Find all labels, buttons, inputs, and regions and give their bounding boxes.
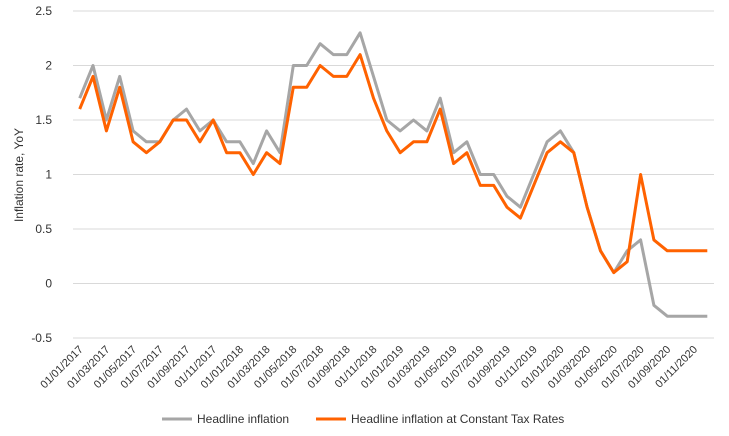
legend-label-headline: Headline inflation [197,412,289,426]
x-axis-ticks: 01/01/201701/03/201701/05/201701/07/2017… [38,344,700,391]
y-tick-label: 0.5 [35,222,52,236]
y-tick-label: 2 [45,59,52,73]
legend: Headline inflation Headline inflation at… [162,412,564,426]
y-tick-label: -0.5 [31,331,52,345]
y-axis-ticks: -0.5 0 0.5 1 1.5 2 2.5 [31,4,52,345]
y-axis-label: Inflation rate, YoY [12,128,26,222]
gridlines [73,10,714,339]
y-tick-label: 0 [45,277,52,291]
y-tick-label: 2.5 [35,4,52,18]
legend-label-constant-tax: Headline inflation at Constant Tax Rates [351,412,564,426]
y-tick-label: 1 [45,168,52,182]
series-lines [78,31,708,318]
y-tick-label: 1.5 [35,113,52,127]
series-line-constant-tax [78,53,708,275]
